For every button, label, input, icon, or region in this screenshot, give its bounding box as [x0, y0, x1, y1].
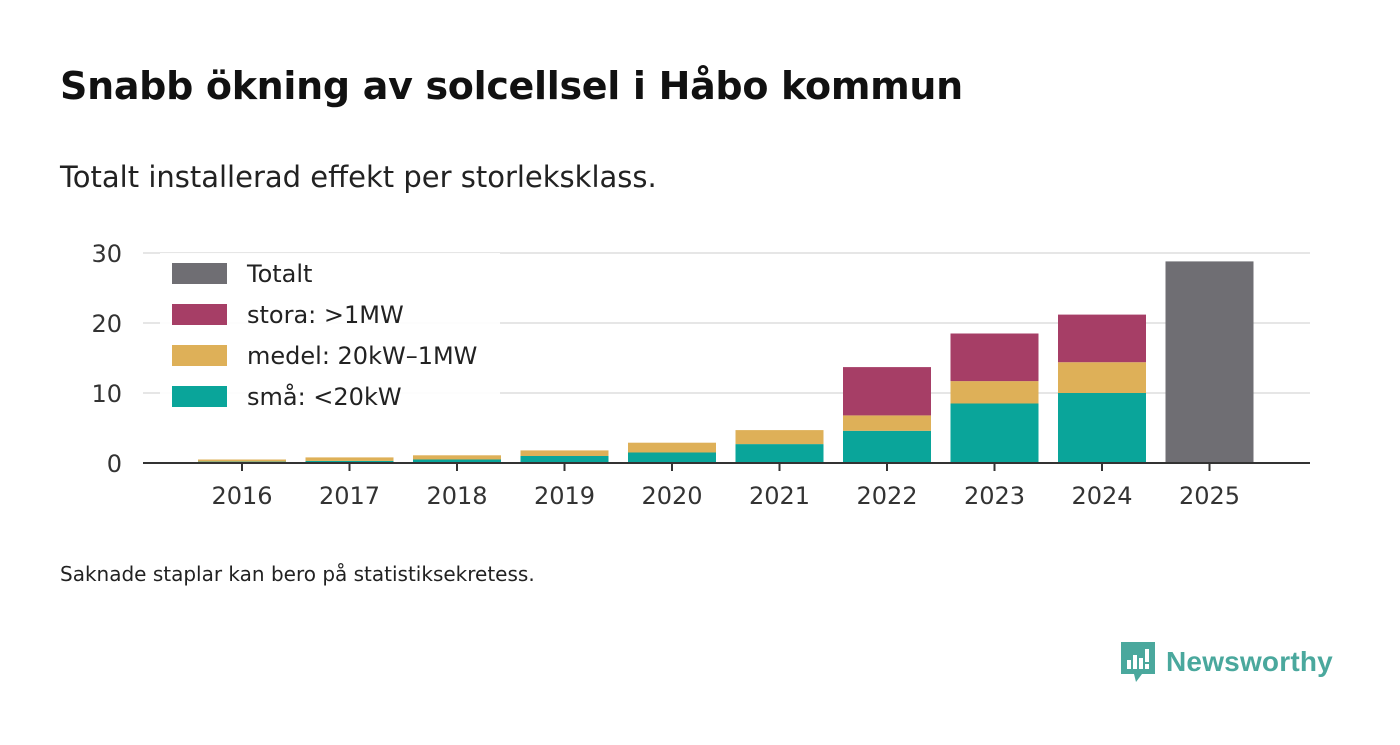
bar-segment	[950, 333, 1039, 382]
bar-segment	[413, 455, 501, 460]
x-axis-ticks: 2016 2017 2018 2019 2020 2021 2022 2023 2024 2025	[211, 463, 1240, 510]
chart-title: Snabb ökning av solcellsel i Håbo kommun	[60, 64, 963, 108]
stacked-bar-chart: 0 10 20 30 2016 2017 2018 2019 2020 2021 2022 2023…	[91, 240, 1310, 510]
brand-name: Newsworthy	[1166, 646, 1333, 677]
bar-segment	[413, 459, 501, 463]
x-tick-label: 2022	[856, 482, 917, 510]
bar-segment	[843, 415, 931, 431]
bar-segment	[843, 430, 931, 463]
footnote: Saknade staplar kan bero på statistiksek…	[60, 562, 535, 586]
x-tick-label: 2019	[534, 482, 595, 510]
x-tick-label: 2017	[319, 482, 380, 510]
legend-label: Totalt	[246, 260, 312, 288]
bars	[198, 261, 1254, 463]
bar-segment	[628, 452, 716, 463]
y-tick-label: 0	[107, 450, 122, 478]
bar-segment	[628, 442, 716, 453]
bar-segment	[1165, 261, 1254, 463]
bar-segment	[305, 460, 394, 463]
bar-segment	[198, 459, 286, 462]
legend-swatch	[172, 304, 227, 325]
y-tick-label: 10	[91, 380, 122, 408]
x-tick-label: 2023	[964, 482, 1025, 510]
bar-segment	[1058, 314, 1146, 363]
bar-segment	[1058, 393, 1146, 463]
bar-segment	[735, 430, 824, 445]
bar-segment	[735, 444, 824, 463]
legend-label: stora: >1MW	[247, 301, 404, 329]
bar-segment	[520, 450, 609, 456]
bar-segment	[843, 367, 931, 416]
bar-segment	[520, 456, 609, 463]
legend-swatch	[172, 263, 227, 284]
bar-segment	[950, 403, 1039, 463]
bar-segment	[1058, 362, 1146, 393]
legend-swatch	[172, 345, 227, 366]
bar-segment	[305, 457, 394, 461]
x-tick-label: 2016	[211, 482, 272, 510]
x-tick-label: 2024	[1071, 482, 1132, 510]
y-axis-ticks: 0 10 20 30	[91, 240, 122, 478]
legend-label: medel: 20kW–1MW	[247, 342, 477, 370]
y-tick-label: 20	[91, 310, 122, 338]
legend-label: små: <20kW	[247, 382, 402, 411]
legend: Totalt stora: >1MW medel: 20kW–1MW små: <20…	[160, 253, 500, 413]
bar-segment	[950, 381, 1039, 404]
x-tick-label: 2018	[426, 482, 487, 510]
newsworthy-logo-icon	[1121, 642, 1155, 682]
x-tick-label: 2021	[749, 482, 810, 510]
y-tick-label: 30	[91, 240, 122, 268]
x-tick-label: 2020	[641, 482, 702, 510]
brand-logo: Newsworthy	[1118, 640, 1333, 684]
chart-subtitle: Totalt installerad effekt per storlekskl…	[60, 160, 657, 194]
x-tick-label: 2025	[1179, 482, 1240, 510]
legend-swatch	[172, 386, 227, 407]
